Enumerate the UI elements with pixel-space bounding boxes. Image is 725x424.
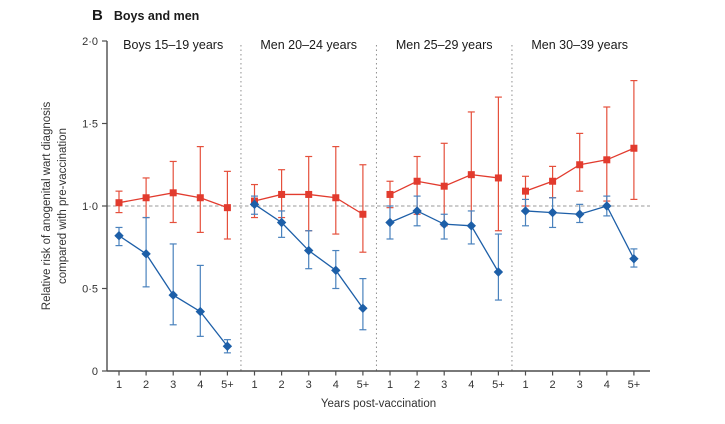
- y-axis-title-line2: compared with pre-vaccination: [57, 128, 69, 284]
- data-point-diamond: [385, 217, 395, 228]
- figure-panel-letter: B: [92, 7, 103, 24]
- x-tick-label: 4: [333, 379, 339, 391]
- series-red-squares: [251, 146, 367, 253]
- y-tick-label: 1·0: [82, 201, 98, 213]
- data-point-diamond: [358, 303, 368, 313]
- data-point-diamond: [629, 254, 639, 264]
- x-tick-label: 2: [279, 379, 285, 391]
- x-tick-label: 1: [387, 379, 393, 391]
- error-bar: [630, 79, 638, 200]
- error-bar: [169, 243, 177, 326]
- data-point-square: [305, 190, 313, 198]
- panel-separators: [240, 45, 513, 371]
- data-point-square: [359, 210, 367, 218]
- series-blue-diamonds: [520, 195, 639, 268]
- data-point-diamond: [222, 341, 233, 351]
- y-tick-label: 1·5: [82, 119, 98, 131]
- data-point-square: [576, 161, 584, 169]
- x-tick-label: 2: [550, 379, 556, 391]
- x-tick-label: 4: [604, 379, 610, 391]
- x-tick-label: 5+: [492, 379, 505, 391]
- series-blue-diamonds: [114, 216, 233, 354]
- x-tick-label: 5+: [357, 379, 370, 391]
- data-point-square: [223, 204, 231, 212]
- y-tick-label: 2·0: [82, 36, 98, 48]
- data-point-diamond: [602, 201, 612, 211]
- series-blue-diamonds: [249, 195, 368, 331]
- panel-title: Men 30–39 years: [531, 38, 628, 52]
- y-axis-title-line1: Relative risk of anogenital wart diagnos…: [41, 102, 53, 311]
- data-point-diamond: [547, 207, 558, 218]
- data-point-square: [332, 194, 340, 202]
- series-red-squares: [115, 146, 231, 240]
- error-bar: [196, 146, 204, 233]
- data-point-square: [115, 199, 123, 207]
- error-bar: [359, 164, 367, 253]
- error-bar: [603, 106, 611, 202]
- data-point-diamond: [141, 249, 151, 259]
- x-tick-label: 5+: [628, 379, 641, 391]
- figure-title: B Boys and men: [92, 7, 199, 24]
- error-bar: [196, 264, 204, 337]
- x-tick-label: 1: [251, 379, 257, 391]
- x-tick-label: 4: [468, 379, 474, 391]
- data-point-diamond: [466, 221, 476, 231]
- data-point-diamond: [331, 265, 341, 276]
- series-red-squares: [386, 96, 502, 232]
- panel-title: Boys 15–19 years: [123, 38, 223, 52]
- error-bar: [332, 146, 340, 235]
- data-point-diamond: [249, 199, 260, 210]
- data-point-square: [467, 171, 475, 179]
- data-point-square: [196, 194, 204, 202]
- y-tick-label: 0: [92, 366, 98, 378]
- x-tick-label: 3: [441, 379, 447, 391]
- x-tick-label: 2: [143, 379, 149, 391]
- data-point-diamond: [575, 209, 585, 219]
- x-tick-label: 1: [116, 379, 122, 391]
- x-tick-label: 4: [197, 379, 203, 391]
- y-tick-label: 0·5: [82, 284, 98, 296]
- panel-title: Men 25–29 years: [396, 38, 493, 52]
- data-point-square: [278, 190, 286, 198]
- data-point-diamond: [493, 267, 504, 277]
- error-bar: [494, 96, 502, 232]
- data-point-diamond: [304, 245, 314, 256]
- data-point-square: [494, 174, 502, 182]
- x-tick-label: 5+: [221, 379, 234, 391]
- error-bar: [494, 233, 502, 301]
- x-tick-label: 2: [414, 379, 420, 391]
- x-axis-title: Years post-vaccination: [321, 398, 436, 410]
- data-point-square: [603, 156, 611, 164]
- y-axis: 0 0·5 1·0 1·5 2·0: [82, 36, 108, 378]
- data-point-diamond: [195, 306, 205, 317]
- x-tick-label: 3: [577, 379, 583, 391]
- data-point-diamond: [412, 206, 422, 216]
- data-point-diamond: [276, 217, 287, 228]
- panel-title: Men 20–24 years: [260, 38, 357, 52]
- series-blue-diamonds: [385, 195, 504, 301]
- data-point-diamond: [168, 290, 178, 300]
- error-bar: [467, 111, 475, 227]
- x-axis: 1 2 3 4 5+ 1 2 3 4 5+ 1 2 3 4 5+ 1 2 3 4 5+: [107, 370, 650, 391]
- data-point-square: [413, 177, 421, 185]
- x-tick-label: 3: [170, 379, 176, 391]
- data-point-diamond: [114, 231, 124, 241]
- data-point-square: [142, 194, 150, 202]
- data-point-diamond: [439, 219, 449, 229]
- data-point-square: [630, 144, 638, 152]
- data-point-square: [522, 187, 529, 195]
- x-tick-label: 3: [306, 379, 312, 391]
- data-point-square: [386, 190, 394, 198]
- figure-title-text: Boys and men: [113, 9, 200, 23]
- data-point-square: [549, 177, 557, 185]
- data-point-diamond: [520, 206, 531, 216]
- data-point-square: [440, 182, 448, 190]
- x-tick-label: 1: [522, 379, 528, 391]
- data-point-square: [169, 189, 177, 197]
- series-red-squares: [522, 79, 638, 207]
